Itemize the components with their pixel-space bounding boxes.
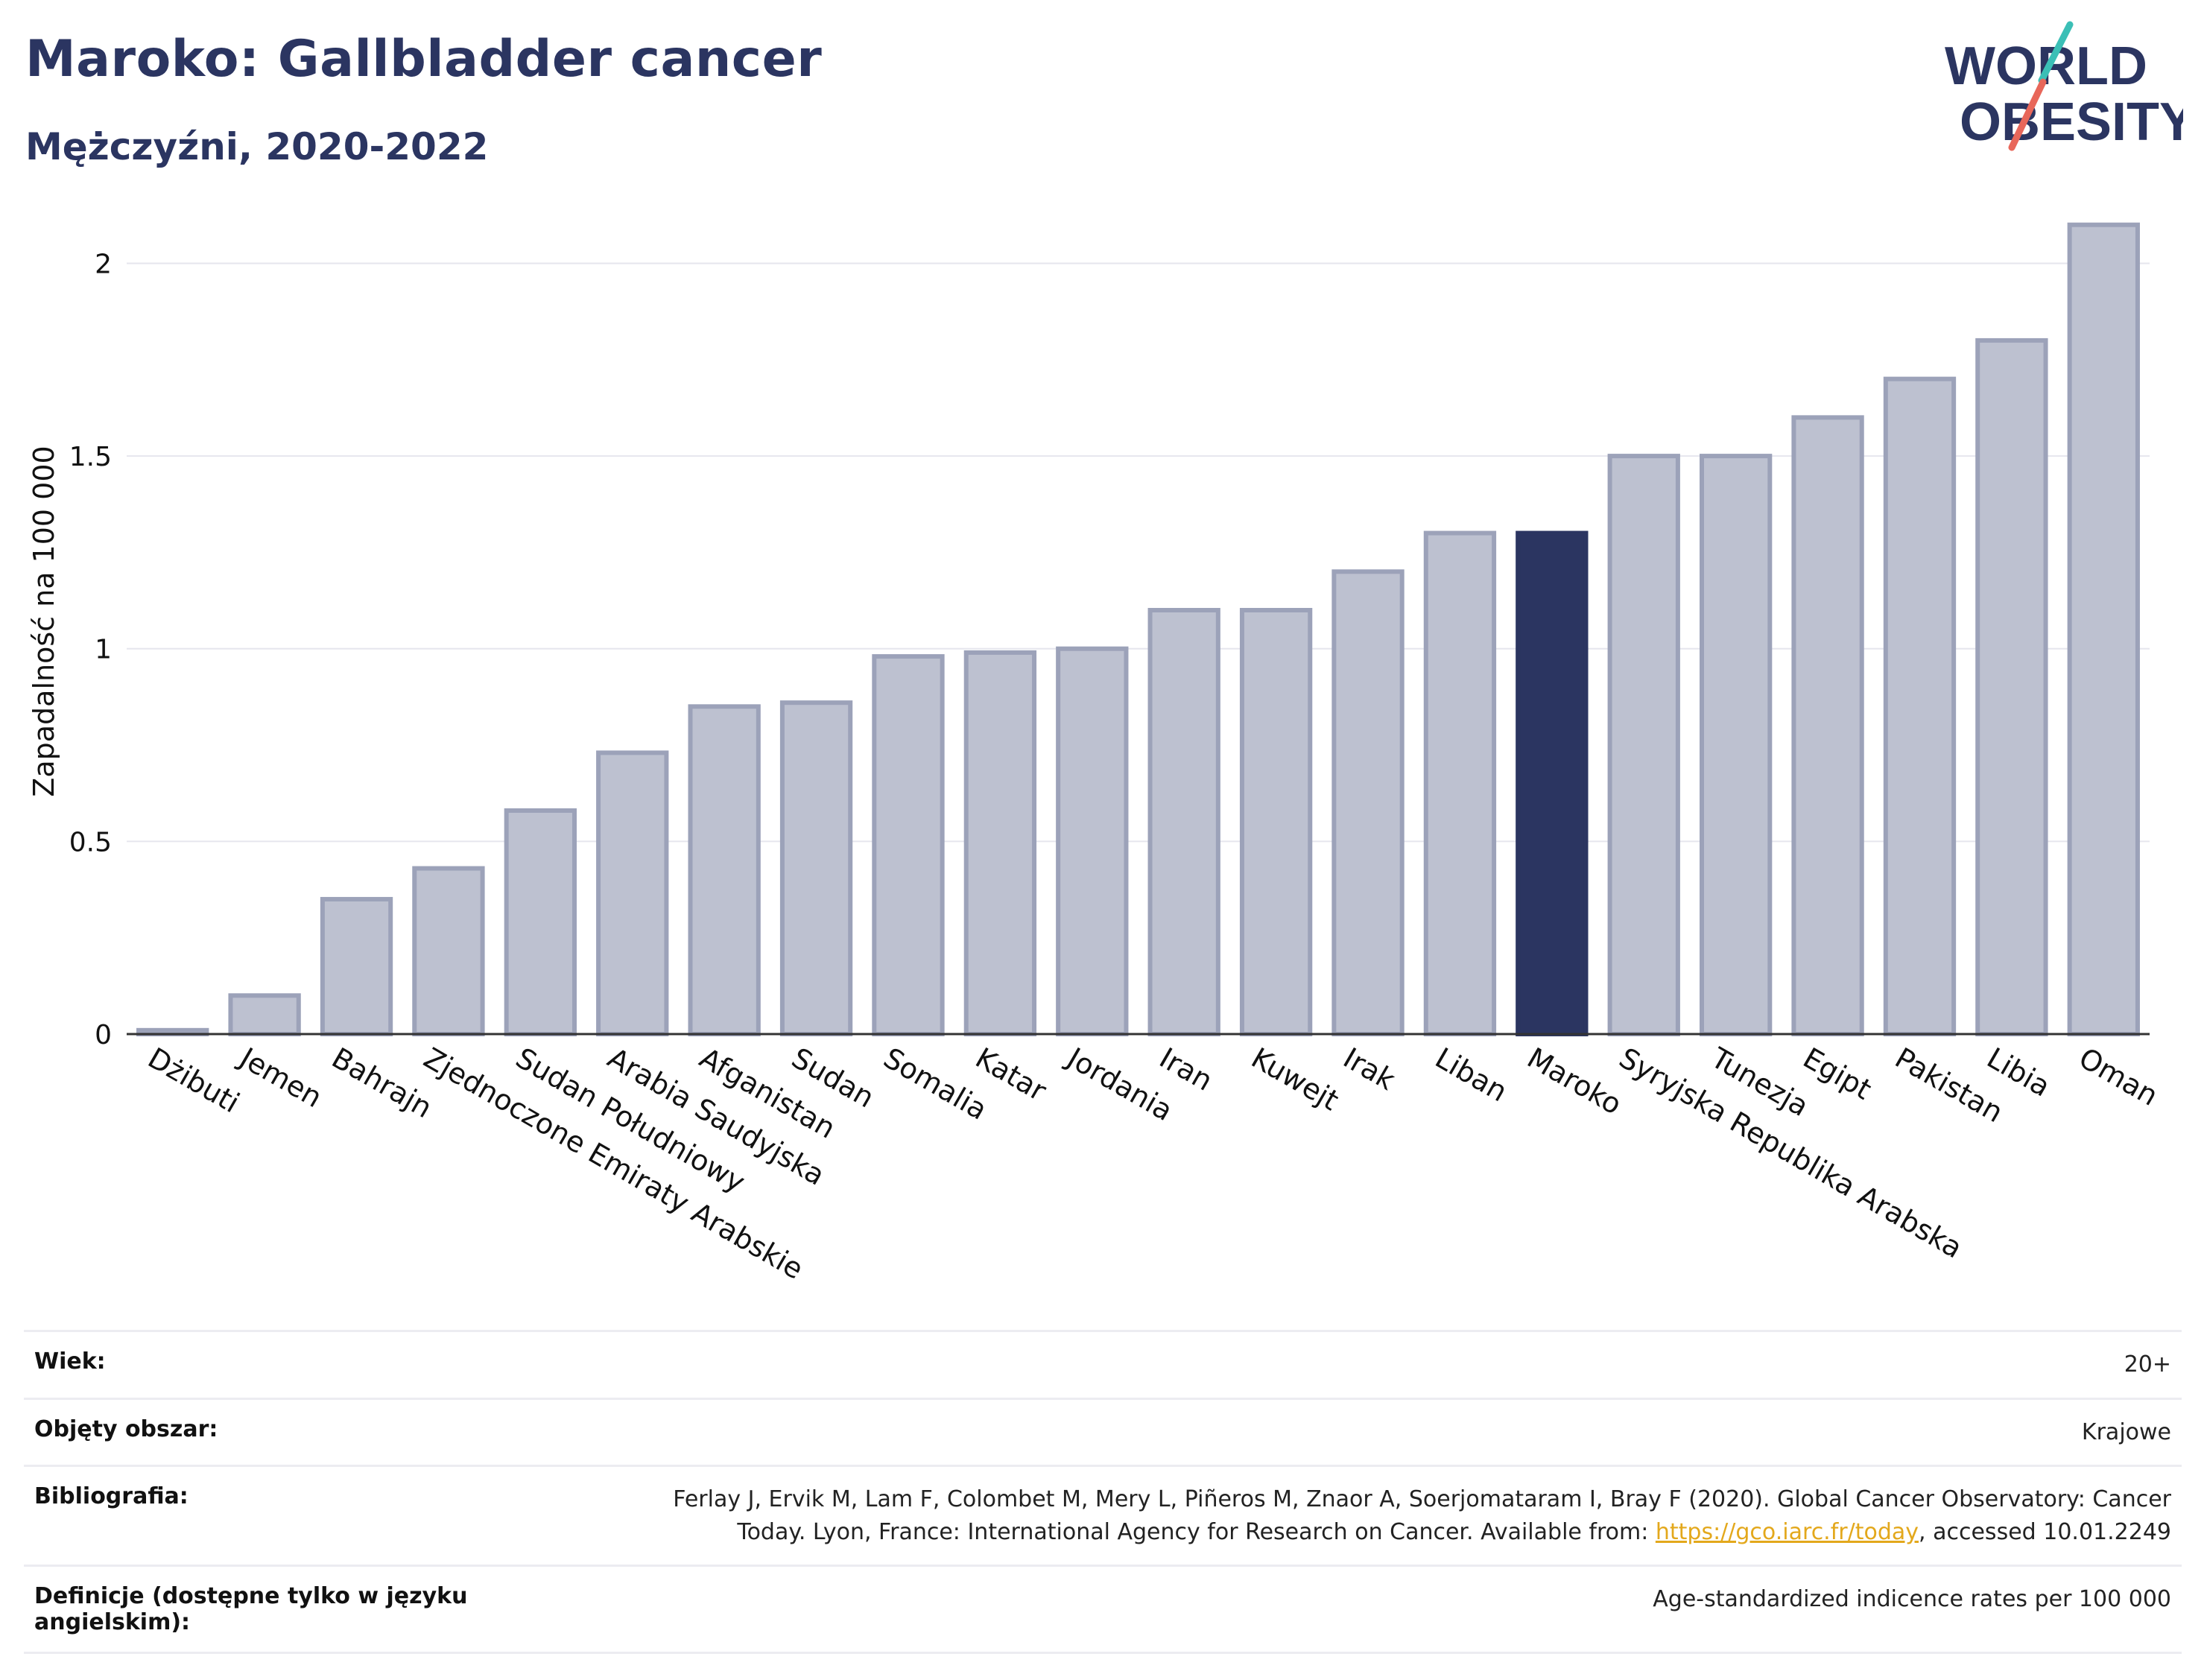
definitions-value: Age-standardized indicence rates per 100… — [507, 1565, 2182, 1654]
x-tick-label: Maroko — [1521, 1042, 1627, 1121]
bar — [1331, 569, 1405, 1036]
bar — [1607, 454, 1680, 1036]
y-tick-label: 1.5 — [69, 442, 112, 472]
bibliography-label: Bibliografia: — [24, 1465, 507, 1566]
bar — [1699, 454, 1773, 1036]
bar — [320, 896, 393, 1037]
x-tick-label: Iran — [1154, 1042, 1218, 1097]
chart-title: Maroko: Gallbladder cancer — [25, 30, 823, 89]
y-tick-label: 2 — [95, 249, 112, 279]
x-tick-label: Kuwejt — [1246, 1042, 1344, 1118]
x-tick-label: Dżibuti — [142, 1042, 245, 1120]
area-label: Objęty obszar: — [24, 1397, 507, 1466]
x-tick-label: Irak — [1338, 1042, 1401, 1097]
bibliography-value: Ferlay J, Ervik M, Lam F, Colombet M, Me… — [507, 1465, 2182, 1566]
bibliography-link[interactable]: https://gco.iarc.fr/today — [1655, 1518, 1919, 1545]
x-tick-label: Somalia — [878, 1042, 992, 1126]
bar — [688, 704, 761, 1036]
definitions-label: Definicje (dostępne tylko w języku angie… — [24, 1565, 507, 1654]
bars — [136, 222, 2140, 1037]
bibliography-accessed: , accessed 10.01.2249 — [1919, 1518, 2171, 1545]
bar — [412, 866, 485, 1037]
meta-row-area: Objęty obszar: Krajowe — [24, 1397, 2182, 1466]
x-tick-label: Oman — [2074, 1042, 2164, 1112]
bar — [1147, 608, 1220, 1036]
bar — [1975, 337, 2048, 1036]
bar — [1423, 530, 1497, 1036]
area-value: Krajowe — [507, 1397, 2182, 1466]
bar — [1516, 530, 1589, 1036]
bar — [1883, 376, 1957, 1036]
chart-subtitle: Mężczyźni, 2020-2022 — [25, 125, 489, 168]
y-axis-ticks: 0 0.5 1 1.5 2 — [69, 249, 112, 1050]
bibliography-line2: Today. Lyon, France: International Agenc… — [737, 1518, 1656, 1545]
world-obesity-logo: WORLD OBESITY — [1945, 21, 2183, 152]
x-tick-label: Jemen — [233, 1041, 328, 1115]
bar — [228, 993, 301, 1036]
logo-slash-teal — [2038, 21, 2074, 84]
bar-chart: 0 0.5 1 1.5 2 DżibutiJemenBahrajnZjednoczone… — [28, 222, 2164, 1286]
x-tick-label: Jordania — [1061, 1041, 1179, 1127]
bar — [2067, 222, 2140, 1036]
y-tick-label: 0 — [95, 1020, 112, 1050]
logo-obesity-text: OBESITY — [1960, 92, 2183, 152]
y-axis-label: Zapadalność na 100 000 — [28, 446, 60, 796]
y-tick-label: 0.5 — [69, 827, 112, 858]
bibliography-line1: Ferlay J, Ervik M, Lam F, Colombet M, Me… — [673, 1486, 2171, 1512]
age-label: Wiek: — [24, 1330, 507, 1398]
bar — [596, 750, 669, 1037]
meta-row-bibliography: Bibliografia: Ferlay J, Ervik M, Lam F, … — [24, 1465, 2182, 1566]
bar — [872, 654, 945, 1037]
bar — [963, 650, 1037, 1036]
metadata-table: Wiek: 20+ Objęty obszar: Krajowe Bibliog… — [24, 1330, 2182, 1654]
bar — [1239, 608, 1313, 1036]
y-tick-label: 1 — [95, 635, 112, 665]
age-value: 20+ — [507, 1330, 2182, 1398]
bar — [779, 700, 853, 1036]
meta-row-definitions: Definicje (dostępne tylko w języku angie… — [24, 1565, 2182, 1654]
logo-slash-red — [2008, 78, 2047, 151]
bar — [1056, 646, 1129, 1036]
meta-row-age: Wiek: 20+ — [24, 1330, 2182, 1398]
x-tick-label: Liban — [1430, 1042, 1513, 1109]
bar — [1791, 415, 1864, 1036]
bar — [504, 808, 577, 1036]
x-tick-label: Bahrajn — [326, 1042, 437, 1125]
